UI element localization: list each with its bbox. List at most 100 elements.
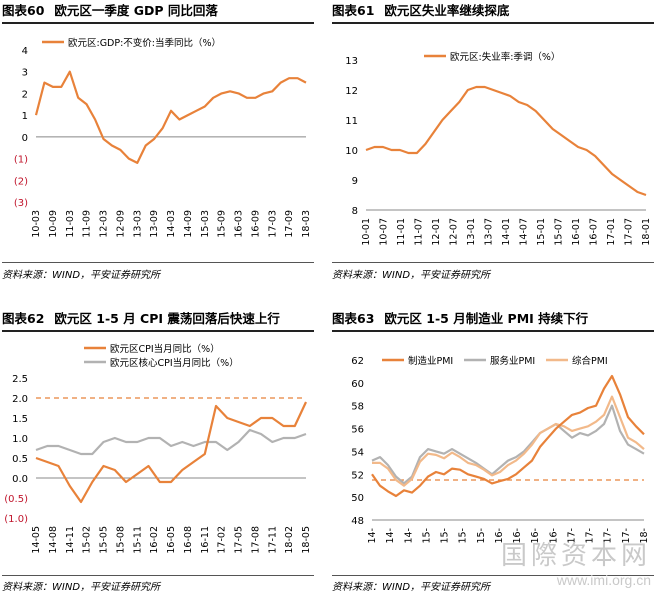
x-tick-label: 17-07	[624, 218, 635, 246]
y-tick-label: (1)	[14, 155, 28, 166]
y-tick-label: 0.0	[12, 474, 28, 485]
x-tick-label: 18-01	[641, 218, 652, 246]
x-tick-label: 14-	[403, 528, 414, 544]
x-tick-label: 10-03	[31, 210, 42, 238]
legend-label: 欧元区核心CPI当月同比（%）	[110, 357, 239, 369]
x-tick-label: 13-01	[466, 218, 477, 246]
y-tick-label: 52	[351, 470, 364, 481]
x-tick-label: 16-01	[571, 218, 582, 246]
x-tick-label: 15-	[440, 528, 451, 544]
x-tick-label: 16-	[548, 528, 559, 544]
x-tick-label: 15-01	[536, 218, 547, 246]
figure-title: 图表61 欧元区失业率继续探底	[332, 0, 509, 22]
y-tick-label: 2.5	[12, 374, 28, 385]
x-tick-label: 14-09	[183, 210, 194, 238]
x-tick-label: 14-05	[31, 526, 42, 554]
x-tick-label: 13-09	[149, 210, 160, 238]
y-tick-label: 2.0	[12, 394, 28, 405]
figure-number: 图表62	[2, 311, 45, 326]
figure-number: 图表63	[332, 311, 375, 326]
x-tick-label: 10-01	[361, 218, 372, 246]
y-tick-label: 56	[351, 425, 364, 436]
x-tick-label: 18-05	[301, 526, 312, 554]
x-tick-label: 15-02	[82, 526, 93, 554]
panel-fig63: 图表63 欧元区 1-5 月制造业 PMI 持续下行 62 60 58 56 54 52 50…	[332, 308, 654, 593]
x-tick-label: 11-03	[65, 210, 76, 238]
series-line	[34, 70, 307, 164]
x-tick-label: 16-11	[200, 526, 211, 554]
y-tick-label: 48	[351, 516, 364, 527]
x-tick-label: 16-02	[149, 526, 160, 554]
y-tick-label: 50	[351, 493, 364, 504]
x-tick-label: 14-01	[501, 218, 512, 246]
title-rule	[2, 330, 314, 332]
legend-label: 综合PMI	[572, 355, 608, 367]
x-tick-label: 17-	[566, 528, 577, 544]
x-tick-label: 17-05	[234, 526, 245, 554]
figure-title-text: 欧元区 1-5 月制造业 PMI 持续下行	[384, 311, 589, 326]
x-tick-label: 13-03	[132, 210, 143, 238]
source-rule	[332, 262, 654, 263]
x-tick-label: 16-07	[589, 218, 600, 246]
watermark: 国際资本网 www.imi.org.cn	[501, 535, 651, 588]
y-tick-label: 1.0	[12, 434, 28, 445]
x-tick-label: 12-03	[99, 210, 110, 238]
x-tick-label: 12-07	[449, 218, 460, 246]
figure-title-text: 欧元区 1-5 月 CPI 震荡回落后快速上行	[54, 311, 280, 326]
x-tick-label: 15-08	[115, 526, 126, 554]
x-tick-label: 14-	[367, 528, 378, 544]
x-tick-label: 16-08	[183, 526, 194, 554]
y-tick-label: 2	[22, 89, 28, 100]
x-tick-label: 16-03	[234, 210, 245, 238]
y-tick-label: 8	[352, 206, 358, 217]
x-tick-label: 17-	[585, 528, 596, 544]
x-tick-label: 14-08	[48, 526, 59, 554]
x-tick-label: 17-02	[217, 526, 228, 554]
y-tick-label: 1	[22, 111, 28, 122]
x-tick-label: 17-08	[250, 526, 261, 554]
legend-label: 制造业PMI	[408, 355, 453, 367]
y-tick-label: 12	[345, 86, 358, 97]
x-tick-label: 15-03	[200, 210, 211, 238]
y-tick-label: 58	[351, 402, 364, 413]
y-tick-label: 0	[22, 133, 28, 144]
source-note: 资料来源：WIND，平安证券研究所	[332, 582, 491, 593]
source-rule	[2, 262, 314, 263]
panel-fig62: 图表62 欧元区 1-5 月 CPI 震荡回落后快速上行 2.5 2.0 1.5 1.0…	[2, 308, 314, 593]
source-rule	[2, 575, 314, 576]
x-tick-label: 14-03	[166, 210, 177, 238]
chart-gdp: 4 3 2 1 0 (1) (2) (3)10-03 10-09 11-03 11-09 12-03 1…	[14, 37, 312, 238]
legend-label: 欧元区:失业率:季调（%）	[450, 51, 560, 63]
x-tick-label: 15-11	[132, 526, 143, 554]
y-tick-label: 62	[351, 356, 364, 367]
series-line	[372, 395, 645, 487]
x-tick-label: 14-11	[65, 526, 76, 554]
x-tick-label: 15-05	[99, 526, 110, 554]
y-tick-label: 3	[22, 68, 28, 79]
legend-label: 欧元区CPI当月同比（%）	[110, 343, 220, 355]
x-tick-label: 16-05	[166, 526, 177, 554]
source-rule	[332, 575, 654, 576]
x-tick-label: 13-07	[484, 218, 495, 246]
title-rule	[2, 22, 314, 24]
source-note: 资料来源：WIND，平安证券研究所	[332, 270, 491, 281]
y-tick-label: (2)	[14, 176, 28, 187]
figure-title: 图表60 欧元区一季度 GDP 同比回落	[2, 0, 218, 22]
figure-title: 图表62 欧元区 1-5 月 CPI 震荡回落后快速上行	[2, 308, 280, 330]
panel-fig61: 图表61 欧元区失业率继续探底 13 12 11 10 9 8 10-01 10-07 11-01…	[332, 0, 654, 290]
figure-title: 图表63 欧元区 1-5 月制造业 PMI 持续下行	[332, 308, 588, 330]
chart-unemployment: 13 12 11 10 9 810-01 10-07 11-01 11-07 12-01 12-07…	[345, 51, 652, 246]
y-tick-label: 1.5	[12, 414, 28, 425]
y-tick-label: 13	[345, 56, 358, 67]
x-tick-label: 18-02	[284, 526, 295, 554]
x-tick-label: 14-	[385, 528, 396, 544]
x-tick-label: 14-07	[519, 218, 530, 246]
x-tick-label: 11-09	[82, 210, 93, 238]
y-tick-label: 60	[351, 379, 364, 390]
legend-label: 服务业PMI	[490, 355, 535, 367]
x-tick-label: 16-09	[250, 210, 261, 238]
x-tick-label: 17-	[621, 528, 632, 544]
y-tick-label: 0.5	[12, 454, 28, 465]
x-tick-label: 12-09	[115, 210, 126, 238]
x-tick-label: 10-09	[48, 210, 59, 238]
